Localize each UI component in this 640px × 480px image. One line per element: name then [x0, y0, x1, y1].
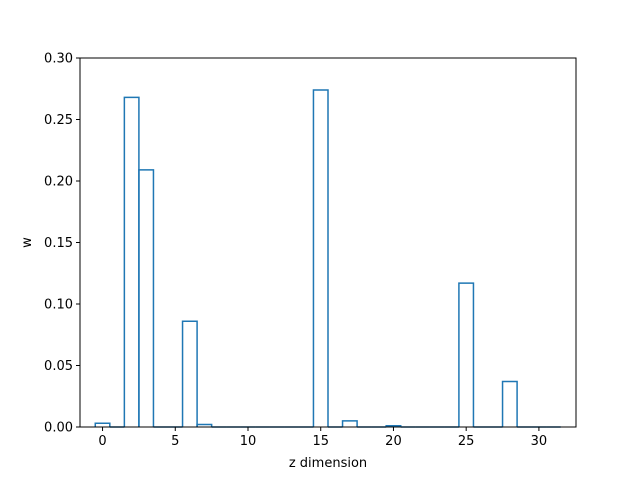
bar-15: [312, 89, 329, 427]
x-tick-label: 25: [458, 434, 475, 449]
bar-17: [341, 420, 358, 427]
y-tick-label: 0.05: [44, 359, 73, 374]
y-tick-label: 0.25: [44, 113, 73, 128]
bar-3: [138, 169, 155, 427]
y-tick-label: 0.15: [44, 236, 73, 251]
plot-frame: [79, 57, 577, 428]
x-axis-label: z dimension: [289, 456, 367, 471]
x-tick-label: 10: [240, 434, 257, 449]
bar-20: [385, 425, 402, 427]
x-tick-label: 15: [312, 434, 329, 449]
x-tick-label: 20: [385, 434, 402, 449]
x-tick-label: 30: [531, 434, 548, 449]
bar-6: [181, 320, 198, 427]
x-tick-label: 0: [98, 434, 106, 449]
bar-0: [94, 422, 111, 427]
bar-28: [501, 380, 518, 427]
x-axis-ticks: 0 5 10 15 20 25 30: [98, 427, 547, 449]
y-tick-label: 0.30: [44, 52, 73, 67]
y-axis-ticks: 0.00 0.05 0.10 0.15 0.20 0.25 0.30: [44, 52, 80, 436]
y-tick-label: 0.20: [44, 175, 73, 190]
x-tick-label: 5: [171, 434, 179, 449]
y-tick-label: 0.10: [44, 298, 73, 313]
bar-25: [458, 282, 475, 427]
bar-7: [196, 423, 213, 427]
y-axis-label: w: [20, 237, 35, 248]
y-tick-label: 0.00: [44, 421, 73, 436]
